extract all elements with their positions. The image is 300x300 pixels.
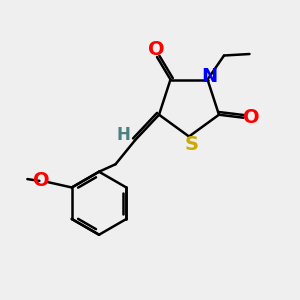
Text: H: H xyxy=(117,126,130,144)
Text: O: O xyxy=(148,40,165,59)
Text: N: N xyxy=(201,67,217,86)
Text: S: S xyxy=(185,134,199,154)
Text: O: O xyxy=(33,171,50,190)
Text: O: O xyxy=(243,108,260,127)
